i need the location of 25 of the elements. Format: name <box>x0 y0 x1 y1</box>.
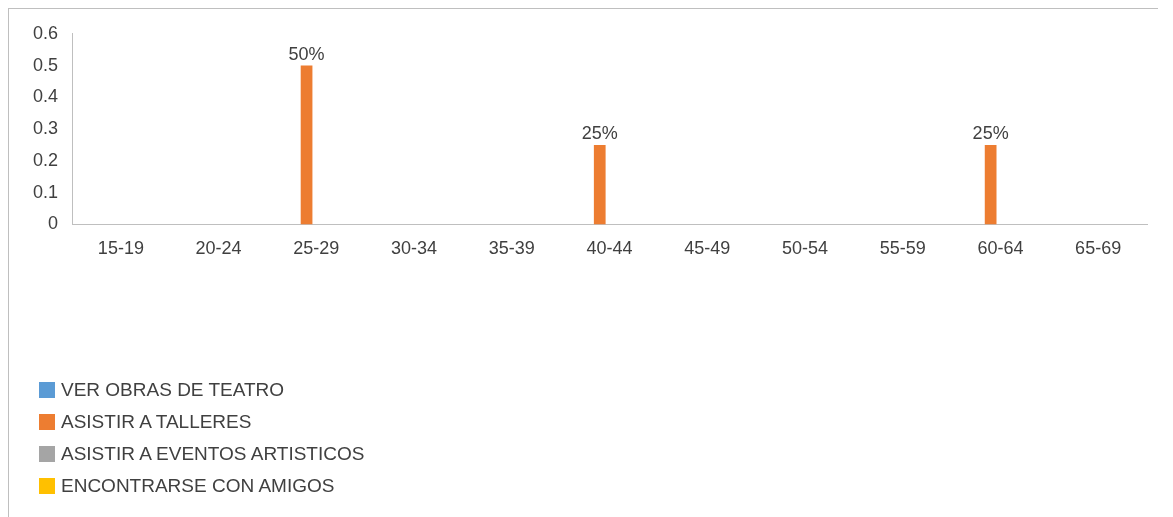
legend-label: ASISTIR A EVENTOS ARTISTICOS <box>61 443 365 465</box>
y-tick-label: 0.2 <box>32 149 59 170</box>
legend-label: VER OBRAS DE TEATRO <box>61 379 285 401</box>
x-tick-label: 45-49 <box>684 238 731 259</box>
data-label: 50% <box>288 43 325 64</box>
y-tick-label: 0.3 <box>32 118 59 139</box>
x-tick-label: 30-34 <box>391 238 438 259</box>
legend-label: ASISTIR A TALLERES <box>61 411 252 433</box>
y-tick-label: 0 <box>48 213 59 234</box>
legend-label: ENCONTRARSE CON AMIGOS <box>61 475 335 497</box>
x-tick-label: 65-69 <box>1075 238 1122 259</box>
y-tick-label: 0.6 <box>32 22 59 43</box>
x-tick-label: 20-24 <box>195 238 242 259</box>
x-tick-label: 60-64 <box>977 238 1024 259</box>
x-tick-label: 55-59 <box>879 238 926 259</box>
x-tick-label: 15-19 <box>97 238 144 259</box>
x-tick-label: 40-44 <box>586 238 633 259</box>
y-tick-label: 0.5 <box>32 54 59 75</box>
y-tick-label: 0.4 <box>32 86 59 107</box>
x-tick-label: 50-54 <box>781 238 828 259</box>
data-label: 25% <box>581 122 618 143</box>
x-tick-label: 25-29 <box>293 238 340 259</box>
y-tick-label: 0.1 <box>32 181 59 202</box>
x-tick-label: 35-39 <box>488 238 535 259</box>
data-label: 25% <box>972 122 1009 143</box>
